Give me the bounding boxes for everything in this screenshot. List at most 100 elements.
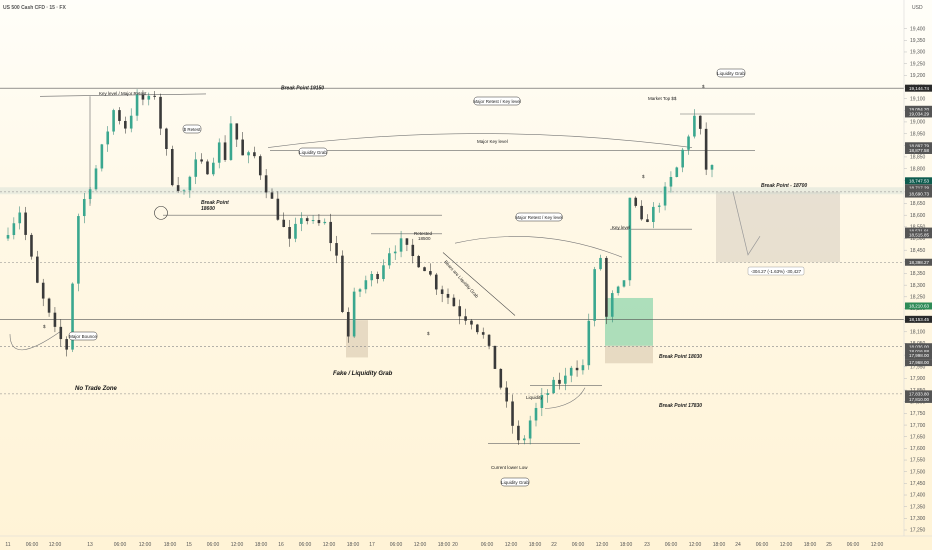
candle-body: [440, 289, 444, 294]
candle-body: [212, 162, 215, 175]
candle-body: [241, 139, 244, 156]
measure-box: [747, 266, 805, 276]
candle-body: [282, 219, 286, 228]
price-label-box: [905, 352, 932, 360]
candle-body: [634, 197, 638, 206]
price-label-box: [905, 359, 932, 367]
time-tick-label: 15: [186, 542, 192, 548]
candle-body: [141, 94, 145, 100]
candle-body: [112, 110, 115, 132]
price-tick-label: 18,600: [910, 213, 926, 219]
time-tick-label: 18:00: [529, 542, 542, 548]
candle-body: [188, 176, 192, 191]
price-tick-label: 18,300: [910, 283, 926, 289]
time-tick-label: 12:00: [780, 542, 793, 548]
candle-body: [587, 320, 591, 366]
price-label: 18,398.27: [909, 260, 930, 265]
candle-body: [323, 221, 327, 224]
time-tick-label: 13: [87, 542, 93, 548]
candle-body: [335, 243, 338, 256]
candle-body: [253, 152, 256, 157]
fake-liquidity-zone: [346, 320, 368, 358]
candle-body: [599, 257, 602, 270]
time-tick-label: 12:00: [323, 542, 336, 548]
candle-body: [499, 368, 503, 388]
break-point-18030-label: Break Point 18030: [659, 354, 702, 360]
candle-body: [528, 420, 532, 439]
candle-body: [346, 311, 350, 337]
candle-body: [59, 326, 63, 340]
break-point-18700-label: Break Point - 18700: [761, 183, 807, 189]
candle-body: [476, 324, 479, 333]
candle-body: [405, 238, 409, 245]
price-tick-label: 18,800: [910, 166, 926, 172]
candle-body: [229, 123, 233, 160]
candle-body: [693, 115, 696, 137]
candle-body: [657, 205, 661, 207]
price-tick-label: 19,200: [910, 73, 926, 79]
price-label-box: [905, 302, 932, 310]
candle-body: [710, 165, 714, 170]
price-tick-label: 18,550: [910, 225, 926, 231]
time-tick-label: 06:00: [390, 542, 403, 548]
candle-body: [493, 345, 497, 369]
price-tick-label: 17,500: [910, 469, 926, 475]
time-tick-label: 12:00: [505, 542, 518, 548]
liquidity-grab-bottom: Liquidity Grab: [501, 480, 529, 485]
candle-body: [640, 205, 643, 220]
liquidity-label: Liquidity: [526, 395, 543, 400]
time-tick-label: 06:00: [481, 542, 494, 548]
candle-body: [47, 298, 51, 313]
candle-body: [698, 115, 702, 129]
price-tick-label: 17,900: [910, 376, 926, 382]
price-tick-label: 17,650: [910, 434, 926, 440]
candle-body: [487, 334, 491, 346]
break-point-19150-label: Break Point 19150: [281, 86, 324, 92]
candle-body: [417, 255, 420, 268]
candle-body: [24, 212, 27, 235]
time-tick-label: 12:00: [689, 542, 702, 548]
liquidity-arc: [544, 387, 586, 410]
candle-body: [352, 291, 356, 337]
major-retest-arc: [267, 133, 693, 148]
price-label-box: [905, 258, 932, 266]
price-label: 19,054.20: [909, 107, 930, 112]
liquidity-grab-mid: Liquidity Grab: [299, 150, 327, 155]
price-label: 18,690.73: [909, 192, 930, 197]
key-level-major-retest-label: Key level / Major Retest: [99, 91, 147, 96]
candle-body: [129, 115, 133, 129]
candle-body: [675, 167, 679, 177]
price-label: 19,034.29: [909, 112, 930, 117]
time-tick-label: 06:00: [299, 542, 312, 548]
time-tick-label: 18:00: [804, 542, 817, 548]
candle-body: [124, 120, 127, 129]
candle-body: [610, 293, 614, 317]
price-tick-label: 18,450: [910, 248, 926, 254]
time-tick-label: 12:00: [139, 542, 152, 548]
time-tick-label: 12:00: [871, 542, 884, 548]
candle-body: [411, 244, 415, 256]
price-tick-label: 17,750: [910, 411, 926, 417]
price-label-box: [905, 177, 932, 185]
price-label-box: [905, 347, 932, 355]
retest-bubble: $ Retest: [184, 127, 202, 132]
candle-body: [522, 438, 526, 441]
candle-body: [370, 273, 374, 281]
price-tick-label: 17,300: [910, 516, 926, 522]
price-tick-label: 18,350: [910, 271, 926, 277]
candle-body: [358, 289, 362, 292]
candle-body: [194, 159, 198, 177]
price-label: 18,153.45: [909, 317, 930, 322]
price-label: 18,877.58: [909, 148, 930, 153]
candle-body: [135, 94, 139, 116]
price-label: 18,036.00: [909, 344, 930, 349]
major-bounce-bubble: Major Bounce: [69, 334, 97, 339]
price-tick-label: 18,250: [910, 295, 926, 301]
price-tick-label: 17,350: [910, 504, 926, 510]
candle-body: [300, 218, 303, 224]
price-label-box: [905, 105, 932, 113]
price-label: 18,717.29: [909, 185, 930, 190]
candle-body: [652, 206, 655, 223]
